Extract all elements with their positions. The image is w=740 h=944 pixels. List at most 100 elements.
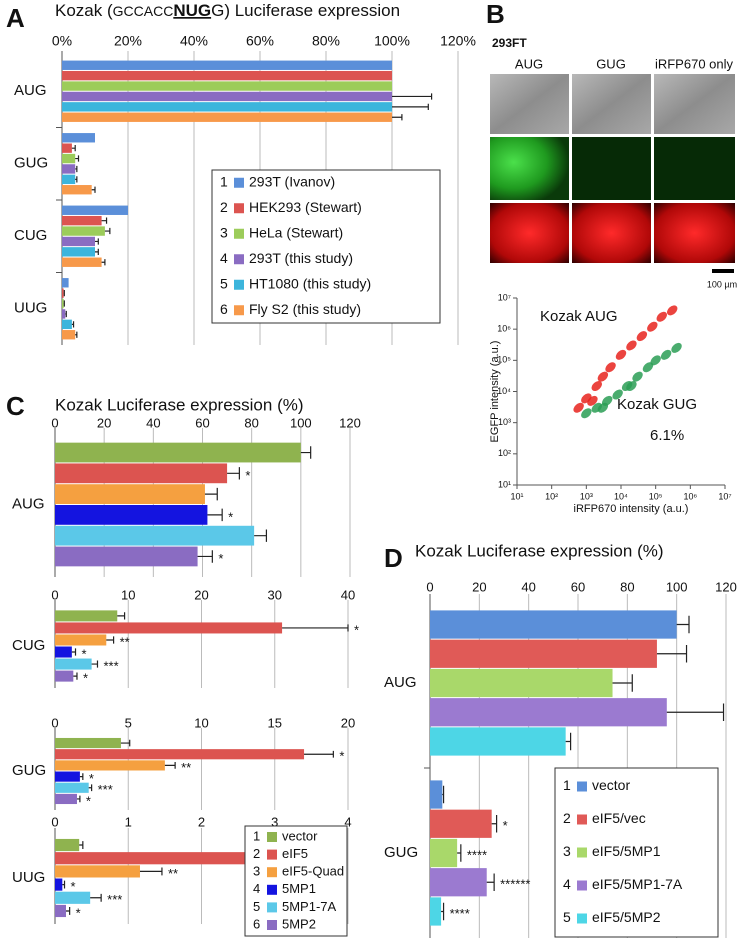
legend-swatch (234, 203, 244, 214)
legend-swatch (234, 305, 244, 316)
legend-swatch (267, 867, 277, 878)
significance: * (86, 793, 91, 808)
significance: * (245, 468, 250, 483)
error-bar (197, 550, 213, 563)
legend-swatch (577, 814, 587, 825)
error-bar (442, 785, 445, 804)
significance: *** (98, 782, 113, 797)
title-part: Kozak ( (55, 1, 113, 20)
bar (55, 749, 305, 760)
bar (62, 205, 128, 215)
legend-swatch (267, 902, 277, 913)
legend-swatch (267, 920, 277, 930)
x-tick-label: 80 (244, 415, 258, 430)
legend-swatch (234, 228, 244, 239)
x-tick-label: 20 (341, 715, 355, 730)
bar (62, 298, 64, 309)
column-label: GUG (596, 56, 626, 71)
error-bar (106, 636, 115, 644)
legend-swatch (577, 913, 587, 924)
column-label: iRFP670 only (655, 56, 734, 71)
x-tick-label: 2 (198, 814, 205, 829)
point (591, 381, 602, 392)
error-bar (76, 795, 81, 803)
image (490, 203, 569, 263)
point (626, 381, 637, 392)
bar (430, 780, 443, 809)
bar (55, 546, 198, 567)
point (667, 305, 678, 316)
bar (55, 793, 77, 805)
legend-index: 5 (220, 275, 228, 291)
bar (62, 278, 69, 288)
panel-label: D (384, 543, 403, 573)
bar (55, 878, 63, 891)
x-tick-label: 40 (146, 415, 160, 430)
legend-label: eIF5/5MP1 (592, 843, 661, 859)
legend-index: 6 (253, 916, 260, 931)
panel-label: B (486, 0, 505, 29)
image (654, 137, 735, 200)
significance: * (82, 646, 87, 661)
error-bar (300, 446, 312, 459)
bar (430, 698, 667, 727)
legend-box (244, 825, 348, 937)
error-bar (75, 331, 78, 338)
x-tick-label: 80% (312, 33, 340, 49)
category-label: CUG (14, 227, 47, 244)
bar (55, 838, 80, 852)
error-bar (79, 773, 84, 780)
x-tick-label: 10 (194, 715, 208, 730)
x-tick-label: 120 (339, 415, 361, 430)
image (654, 203, 735, 263)
legend-swatch (577, 880, 587, 891)
bar (62, 81, 392, 91)
error-bar (282, 624, 349, 632)
scale-bar-label: 100 µm (707, 279, 737, 289)
category-label: GUG (14, 155, 48, 172)
point (587, 395, 598, 406)
bar (55, 891, 91, 904)
legend-label: eIF5/5MP2 (592, 909, 661, 925)
error-bar (392, 103, 429, 110)
significance: * (503, 818, 508, 833)
significance: * (89, 771, 94, 786)
point (660, 349, 672, 360)
x-tick-label: 0 (426, 579, 433, 594)
x-tick-label: 100 (290, 415, 312, 430)
bar (62, 112, 392, 122)
image (654, 74, 735, 134)
legend-index: 2 (563, 810, 571, 826)
error-bar (91, 186, 96, 193)
x-tick-label: 60 (195, 415, 209, 430)
error-bar (656, 644, 688, 663)
legend-index: 4 (220, 250, 228, 266)
error-bar (491, 814, 498, 833)
y-tick-label: 10⁶ (497, 324, 511, 334)
bar (62, 164, 76, 174)
y-tick-label: 10⁷ (498, 292, 511, 302)
bar (62, 60, 392, 70)
panel-label: A (6, 3, 25, 33)
error-bar (392, 114, 403, 121)
legend-index: 2 (220, 199, 228, 215)
x-tick-label: 80 (620, 579, 634, 594)
image (572, 203, 651, 263)
x-tick-label: 15 (268, 715, 282, 730)
bar (62, 143, 72, 153)
y-tick-label: 10⁵ (497, 355, 511, 365)
legend-label: 293T (this study) (249, 250, 353, 266)
significance: ****** (500, 877, 530, 892)
bar (55, 463, 228, 484)
bar (55, 646, 72, 658)
error-bar (91, 660, 99, 668)
category-label: UUG (14, 300, 47, 317)
point (612, 389, 623, 400)
legend-label: 5MP1 (282, 881, 316, 896)
bar (55, 865, 140, 878)
x-tick-label: 0% (52, 33, 72, 49)
image (572, 137, 651, 200)
x-tick-label: 10⁶ (683, 491, 697, 501)
bar (430, 727, 566, 756)
